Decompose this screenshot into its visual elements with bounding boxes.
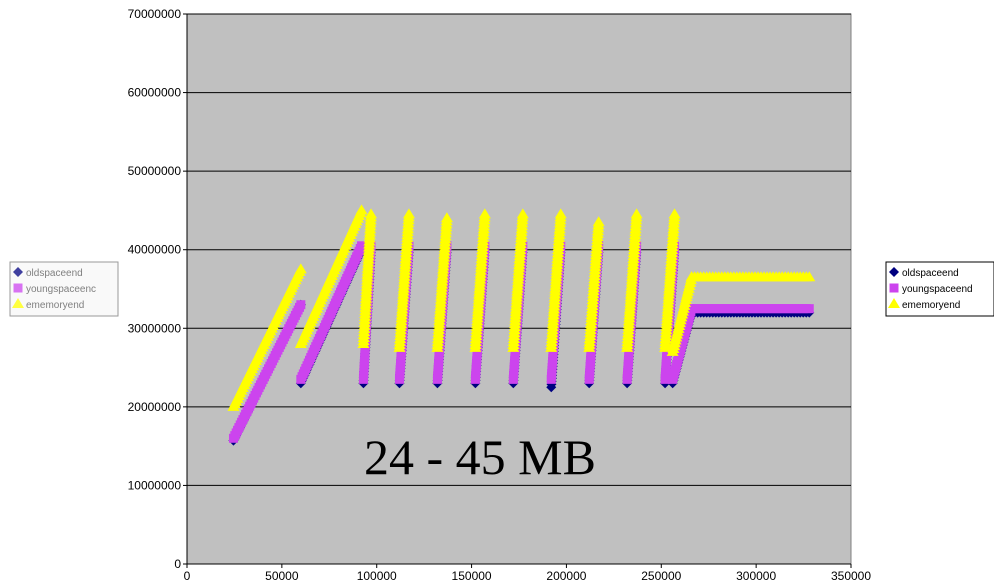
ghost-legend-marker <box>12 298 24 308</box>
ghost-legend-label: youngspaceenc <box>26 284 96 295</box>
data-point-youngspaceend <box>296 300 306 310</box>
data-point-youngspaceend <box>804 304 814 314</box>
data-point-ememoryend <box>402 208 415 219</box>
ghost-legend-marker <box>13 267 23 277</box>
y-tick-label: 30000000 <box>128 321 182 335</box>
x-tick-label: 350000 <box>831 569 871 582</box>
x-tick-label: 250000 <box>641 569 681 582</box>
series-ememoryend <box>227 204 816 411</box>
legend-marker-oldspaceend <box>889 267 899 277</box>
legend-marker-ememoryend <box>888 298 900 308</box>
y-tick-label: 10000000 <box>128 478 182 492</box>
data-point-ememoryend <box>294 263 307 274</box>
data-point-ememoryend <box>803 271 816 282</box>
legend-label-oldspaceend: oldspaceend <box>902 268 959 279</box>
ghost-legend-label: ememoryend <box>26 300 84 311</box>
x-tick-label: 100000 <box>357 569 397 582</box>
legend-box <box>885 261 994 317</box>
ghost-legend-box <box>9 261 119 317</box>
data-point-ememoryend <box>592 216 605 227</box>
data-point-ememoryend <box>516 208 529 219</box>
y-tick-label: 20000000 <box>128 400 182 414</box>
x-tick-label: 0 <box>184 569 191 582</box>
x-tick-label: 150000 <box>452 569 492 582</box>
legend-label-youngspaceend: youngspaceend <box>902 284 973 295</box>
ghost-legend-marker <box>13 283 23 293</box>
data-point-ememoryend <box>355 204 368 215</box>
legend-marker-youngspaceend <box>889 283 899 293</box>
data-point-ememoryend <box>630 208 643 219</box>
x-tick-label: 200000 <box>546 569 586 582</box>
y-tick-label: 0 <box>174 557 181 571</box>
y-tick-label: 70000000 <box>128 7 182 21</box>
ghost-legend: oldspaceend youngspaceenc ememoryend <box>9 261 119 317</box>
data-point-ememoryend <box>478 208 491 219</box>
legend: oldspaceend youngspaceend ememoryend <box>885 261 994 317</box>
data-point-ememoryend <box>440 212 453 223</box>
y-tick-label: 40000000 <box>128 243 182 257</box>
x-tick-label: 50000 <box>265 569 299 582</box>
ghost-legend-label: oldspaceend <box>26 268 83 279</box>
y-tick-label: 50000000 <box>128 164 182 178</box>
data-point-ememoryend <box>554 208 567 219</box>
annotation-label: 24 - 45 MB <box>364 429 596 485</box>
y-tick-label: 60000000 <box>128 86 182 100</box>
data-point-ememoryend <box>668 208 681 219</box>
x-tick-label: 300000 <box>736 569 776 582</box>
legend-label-ememoryend: ememoryend <box>902 300 960 311</box>
data-point-ememoryend <box>365 208 378 219</box>
